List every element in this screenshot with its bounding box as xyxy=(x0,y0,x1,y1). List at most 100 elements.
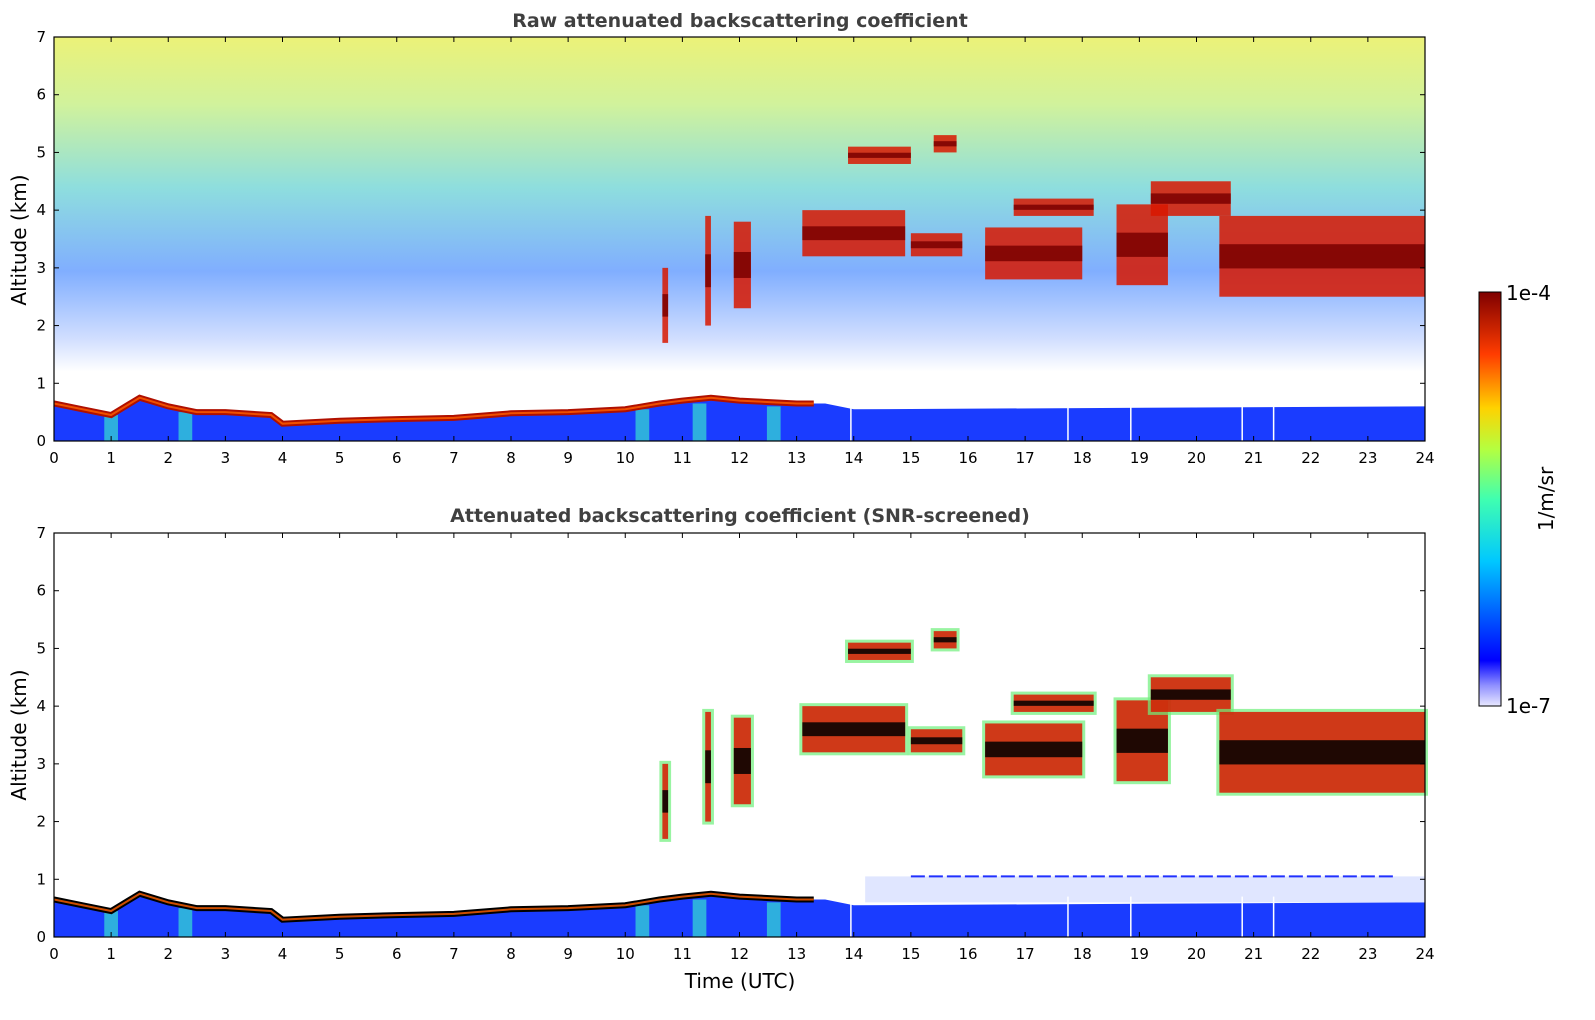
raw-panel-ylabel: Altitude (km) xyxy=(7,174,31,305)
x-tick-label: 0 xyxy=(49,449,59,467)
x-tick-label: 3 xyxy=(221,945,231,963)
cloud-core xyxy=(933,141,957,147)
screened-panel-title: Attenuated backscattering coefficient (S… xyxy=(450,505,1030,527)
cloud-core xyxy=(1116,728,1168,753)
colorbar-gradient xyxy=(1478,291,1502,707)
cloud-core xyxy=(802,722,906,737)
cloud-core xyxy=(933,637,957,643)
bl-plume xyxy=(104,911,118,937)
x-tick-label: 14 xyxy=(844,945,863,963)
bl-plume xyxy=(104,415,118,441)
x-tick-label: 20 xyxy=(1187,945,1206,963)
x-axis-label: Time (UTC) xyxy=(684,969,796,993)
cloud-core xyxy=(1116,232,1168,257)
raw-backscatter-panel: Raw attenuated backscattering coefficien… xyxy=(7,10,1435,467)
x-tick-label: 10 xyxy=(616,945,635,963)
x-tick-label: 17 xyxy=(1016,945,1035,963)
x-tick-label: 9 xyxy=(563,449,573,467)
x-tick-label: 17 xyxy=(1016,449,1035,467)
x-tick-label: 8 xyxy=(506,449,516,467)
x-tick-label: 1 xyxy=(106,449,116,467)
screened-panel-ylabel: Altitude (km) xyxy=(7,669,31,800)
bl-plume xyxy=(766,902,781,937)
y-tick-label: 6 xyxy=(36,582,46,600)
x-tick-label: 3 xyxy=(221,449,231,467)
y-tick-label: 1 xyxy=(36,870,46,888)
y-tick-label: 2 xyxy=(36,317,46,335)
x-tick-label: 24 xyxy=(1415,945,1434,963)
haze-layer xyxy=(865,876,1425,903)
x-tick-label: 5 xyxy=(335,449,345,467)
x-tick-label: 4 xyxy=(278,449,288,467)
colorbar-min-label: 1e-7 xyxy=(1506,694,1551,718)
colorbar-unit-label: 1/m/sr xyxy=(1534,466,1558,531)
x-tick-label: 19 xyxy=(1130,945,1149,963)
cloud-core xyxy=(1219,244,1425,269)
x-tick-label: 2 xyxy=(163,945,173,963)
x-tick-label: 7 xyxy=(449,449,459,467)
raw-heatmap-area: 0 1 2 3 4 5 6 7 8 9 10 11 12 13 14 15 16 17 18 19 20 21 22 23 24… xyxy=(36,28,1434,467)
boundary-layer-body xyxy=(54,893,1425,937)
y-tick-label: 0 xyxy=(36,432,46,450)
cloud-core xyxy=(910,241,963,249)
cloud-core xyxy=(705,254,711,288)
cloud-core xyxy=(985,245,1083,262)
cloud-core xyxy=(1013,204,1094,210)
y-tick-label: 3 xyxy=(36,259,46,277)
x-tick-label: 14 xyxy=(844,449,863,467)
cloud-core xyxy=(1219,740,1425,765)
bl-plume xyxy=(692,403,707,441)
x-tick-label: 11 xyxy=(673,449,692,467)
cloud-core xyxy=(1150,193,1231,204)
y-tick-label: 0 xyxy=(36,928,46,946)
colorbar: 1e-4 1e-7 1/m/sr xyxy=(1478,281,1558,718)
screened-heatmap-area: 0 1 2 3 4 5 6 7 8 9 10 11 12 13 14 15 16 17 18 19 20 21 22 23 24… xyxy=(36,524,1434,963)
x-tick-label: 18 xyxy=(1073,945,1092,963)
x-tick-label: 7 xyxy=(449,945,459,963)
cloud-core xyxy=(985,741,1083,758)
x-tick-label: 9 xyxy=(563,945,573,963)
clear-gap xyxy=(128,383,769,401)
bl-plume xyxy=(766,406,781,441)
cloud-core xyxy=(848,648,911,654)
bl-plume xyxy=(178,908,193,937)
y-tick-label: 6 xyxy=(36,86,46,104)
x-tick-label: 16 xyxy=(958,449,977,467)
x-tick-label: 6 xyxy=(392,945,402,963)
x-tick-label: 11 xyxy=(673,945,692,963)
y-tick-label: 5 xyxy=(36,639,46,657)
boundary-layer-body xyxy=(54,397,1425,441)
x-tick-label: 13 xyxy=(787,945,806,963)
bl-plume xyxy=(692,899,707,937)
x-tick-label: 8 xyxy=(506,945,516,963)
x-tick-label: 21 xyxy=(1244,449,1263,467)
cloud-core xyxy=(733,747,751,774)
x-tick-label: 24 xyxy=(1415,449,1434,467)
cloud-core xyxy=(662,790,669,813)
y-tick-label: 5 xyxy=(36,143,46,161)
x-tick-label: 4 xyxy=(278,945,288,963)
x-tick-label: 10 xyxy=(616,449,635,467)
cloud-core xyxy=(1150,689,1231,700)
bl-plume xyxy=(178,412,193,441)
x-tick-label: 1 xyxy=(106,945,116,963)
cloud-core xyxy=(705,750,711,784)
x-tick-label: 16 xyxy=(958,945,977,963)
x-tick-label: 12 xyxy=(730,449,749,467)
x-tick-label: 5 xyxy=(335,945,345,963)
y-tick-label: 1 xyxy=(36,374,46,392)
x-tick-label: 15 xyxy=(901,449,920,467)
cloud-core xyxy=(848,152,911,158)
cloud-core xyxy=(1013,700,1094,706)
cloud-core xyxy=(910,737,963,745)
y-tick-label: 3 xyxy=(36,755,46,773)
x-tick-label: 21 xyxy=(1244,945,1263,963)
raw-panel-title: Raw attenuated backscattering coefficien… xyxy=(512,10,968,32)
y-tick-label: 4 xyxy=(36,201,46,219)
y-tick-label: 7 xyxy=(36,28,46,46)
cloud-core xyxy=(733,251,751,278)
cloud-core xyxy=(802,226,906,241)
x-tick-label: 22 xyxy=(1301,945,1320,963)
x-tick-label: 18 xyxy=(1073,449,1092,467)
